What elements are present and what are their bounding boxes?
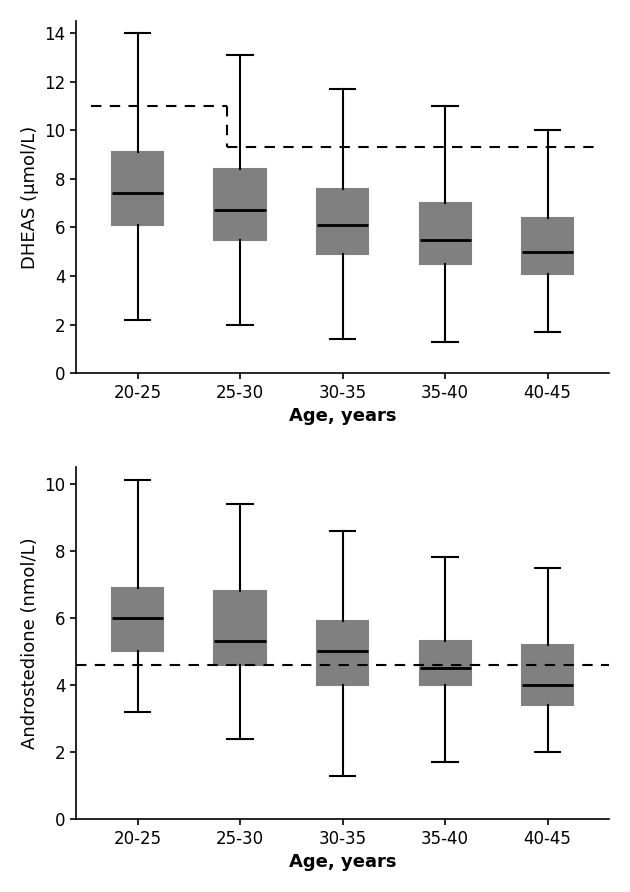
FancyBboxPatch shape	[112, 152, 163, 225]
FancyBboxPatch shape	[214, 169, 266, 240]
FancyBboxPatch shape	[214, 591, 266, 665]
X-axis label: Age, years: Age, years	[289, 407, 396, 425]
Y-axis label: Androstedione (nmol/L): Androstedione (nmol/L)	[21, 537, 39, 748]
FancyBboxPatch shape	[112, 588, 163, 651]
FancyBboxPatch shape	[522, 218, 573, 274]
FancyBboxPatch shape	[317, 621, 369, 685]
FancyBboxPatch shape	[420, 203, 471, 264]
FancyBboxPatch shape	[522, 645, 573, 705]
X-axis label: Age, years: Age, years	[289, 853, 396, 871]
FancyBboxPatch shape	[317, 188, 369, 254]
FancyBboxPatch shape	[420, 641, 471, 685]
Y-axis label: DHEAS (μmol/L): DHEAS (μmol/L)	[21, 126, 39, 268]
